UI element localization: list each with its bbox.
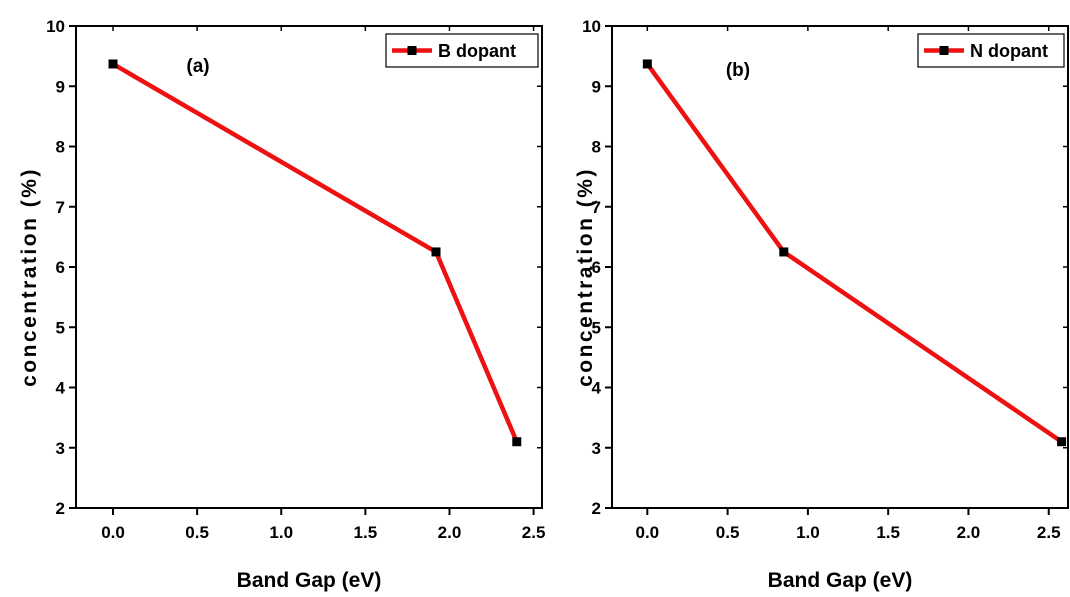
panel-label: (b)	[726, 60, 750, 81]
legend-swatch-marker	[939, 46, 949, 55]
y-tick-label: 7	[56, 198, 65, 217]
x-tick-label: 0.0	[636, 523, 660, 542]
y-tick-label: 8	[56, 138, 65, 157]
x-tick-label: 0.0	[101, 523, 125, 542]
x-tick-label: 0.5	[185, 523, 209, 542]
x-axis-title: Band Gap (eV)	[768, 569, 913, 592]
x-tick-label: 1.0	[269, 523, 293, 542]
y-tick-label: 7	[592, 198, 601, 217]
plot-frame	[75, 25, 543, 509]
legend-swatch-marker	[407, 46, 417, 55]
plot-frame	[611, 25, 1069, 509]
y-tick-label: 10	[46, 17, 65, 36]
y-tick-label: 10	[582, 17, 601, 36]
x-tick-label: 0.5	[716, 523, 740, 542]
y-tick-label: 8	[592, 138, 601, 157]
x-tick-label: 1.5	[354, 523, 378, 542]
legend: N dopant	[917, 33, 1065, 68]
x-tick-label: 2.0	[438, 523, 462, 542]
x-tick-label: 2.5	[1037, 523, 1061, 542]
legend-label: B dopant	[438, 41, 516, 61]
x-tick-label: 2.0	[957, 523, 981, 542]
data-point	[512, 437, 522, 447]
x-tick-label: 2.5	[522, 523, 546, 542]
y-axis-title: concentration (%)	[18, 167, 41, 387]
y-tick-label: 4	[592, 379, 602, 398]
y-tick-label: 3	[56, 439, 65, 458]
data-point	[108, 59, 118, 69]
x-axis-title: Band Gap (eV)	[237, 569, 382, 592]
data-point	[642, 59, 652, 69]
y-tick-label: 2	[592, 499, 601, 518]
x-tick-label: 1.0	[796, 523, 820, 542]
panel-label: (a)	[186, 56, 209, 77]
series-line	[110, 61, 520, 444]
chart-panel-b: 2 3 4 5 6 7 8 9 10 0.0 0.5 1.0 1.5 2.0 2.5 Band Gap (eV…	[574, 17, 1069, 592]
x-tick-label: 1.5	[876, 523, 900, 542]
y-tick-label: 5	[56, 318, 65, 337]
chart-panel-a: 2 3 4 5 6 7 8 9 10 0.0 0.5 1.0 1.5 2.0 2.5 Band Gap (eV…	[18, 17, 545, 592]
y-tick-label: 9	[56, 77, 65, 96]
y-tick-label: 4	[56, 379, 66, 398]
y-axis-title: concentration (%)	[574, 167, 597, 387]
data-point	[779, 247, 789, 257]
y-tick-label: 9	[592, 77, 601, 96]
data-point	[1057, 437, 1067, 447]
y-tick-label: 6	[592, 258, 601, 277]
y-tick-label: 6	[56, 258, 65, 277]
y-tick-label: 2	[56, 499, 65, 518]
legend: B dopant	[385, 33, 539, 68]
data-point	[431, 247, 441, 257]
y-tick-label: 3	[592, 439, 601, 458]
legend-label: N dopant	[970, 41, 1048, 61]
series-line	[645, 61, 1064, 444]
y-tick-label: 5	[592, 318, 601, 337]
